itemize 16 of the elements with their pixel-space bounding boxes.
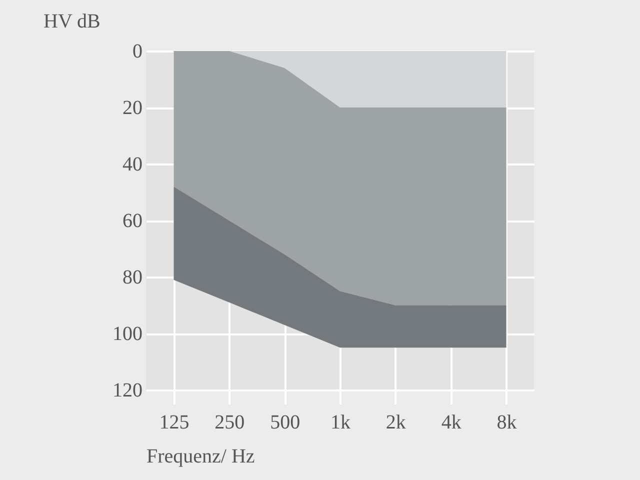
y-axis-title: HV dB: [44, 10, 100, 32]
x-tick-label: 8k: [496, 412, 517, 434]
y-tick-label: 60: [122, 210, 142, 232]
y-tick-label: 20: [122, 97, 142, 119]
y-tick-label: 40: [122, 154, 142, 176]
x-tick-label: 2k: [386, 412, 406, 434]
x-axis-title: Frequenz/ Hz: [146, 446, 255, 468]
x-tick-label: 500: [270, 412, 300, 434]
y-tick-label: 80: [122, 266, 142, 288]
x-tick-label: 250: [214, 412, 245, 434]
x-tick-label: 4k: [441, 412, 462, 434]
x-tick-label: 125: [159, 412, 190, 434]
y-tick-label: 100: [112, 323, 142, 345]
y-tick-label: 120: [112, 380, 142, 402]
x-tick-label: 1k: [330, 412, 350, 434]
y-tick-label: 0: [132, 40, 142, 62]
